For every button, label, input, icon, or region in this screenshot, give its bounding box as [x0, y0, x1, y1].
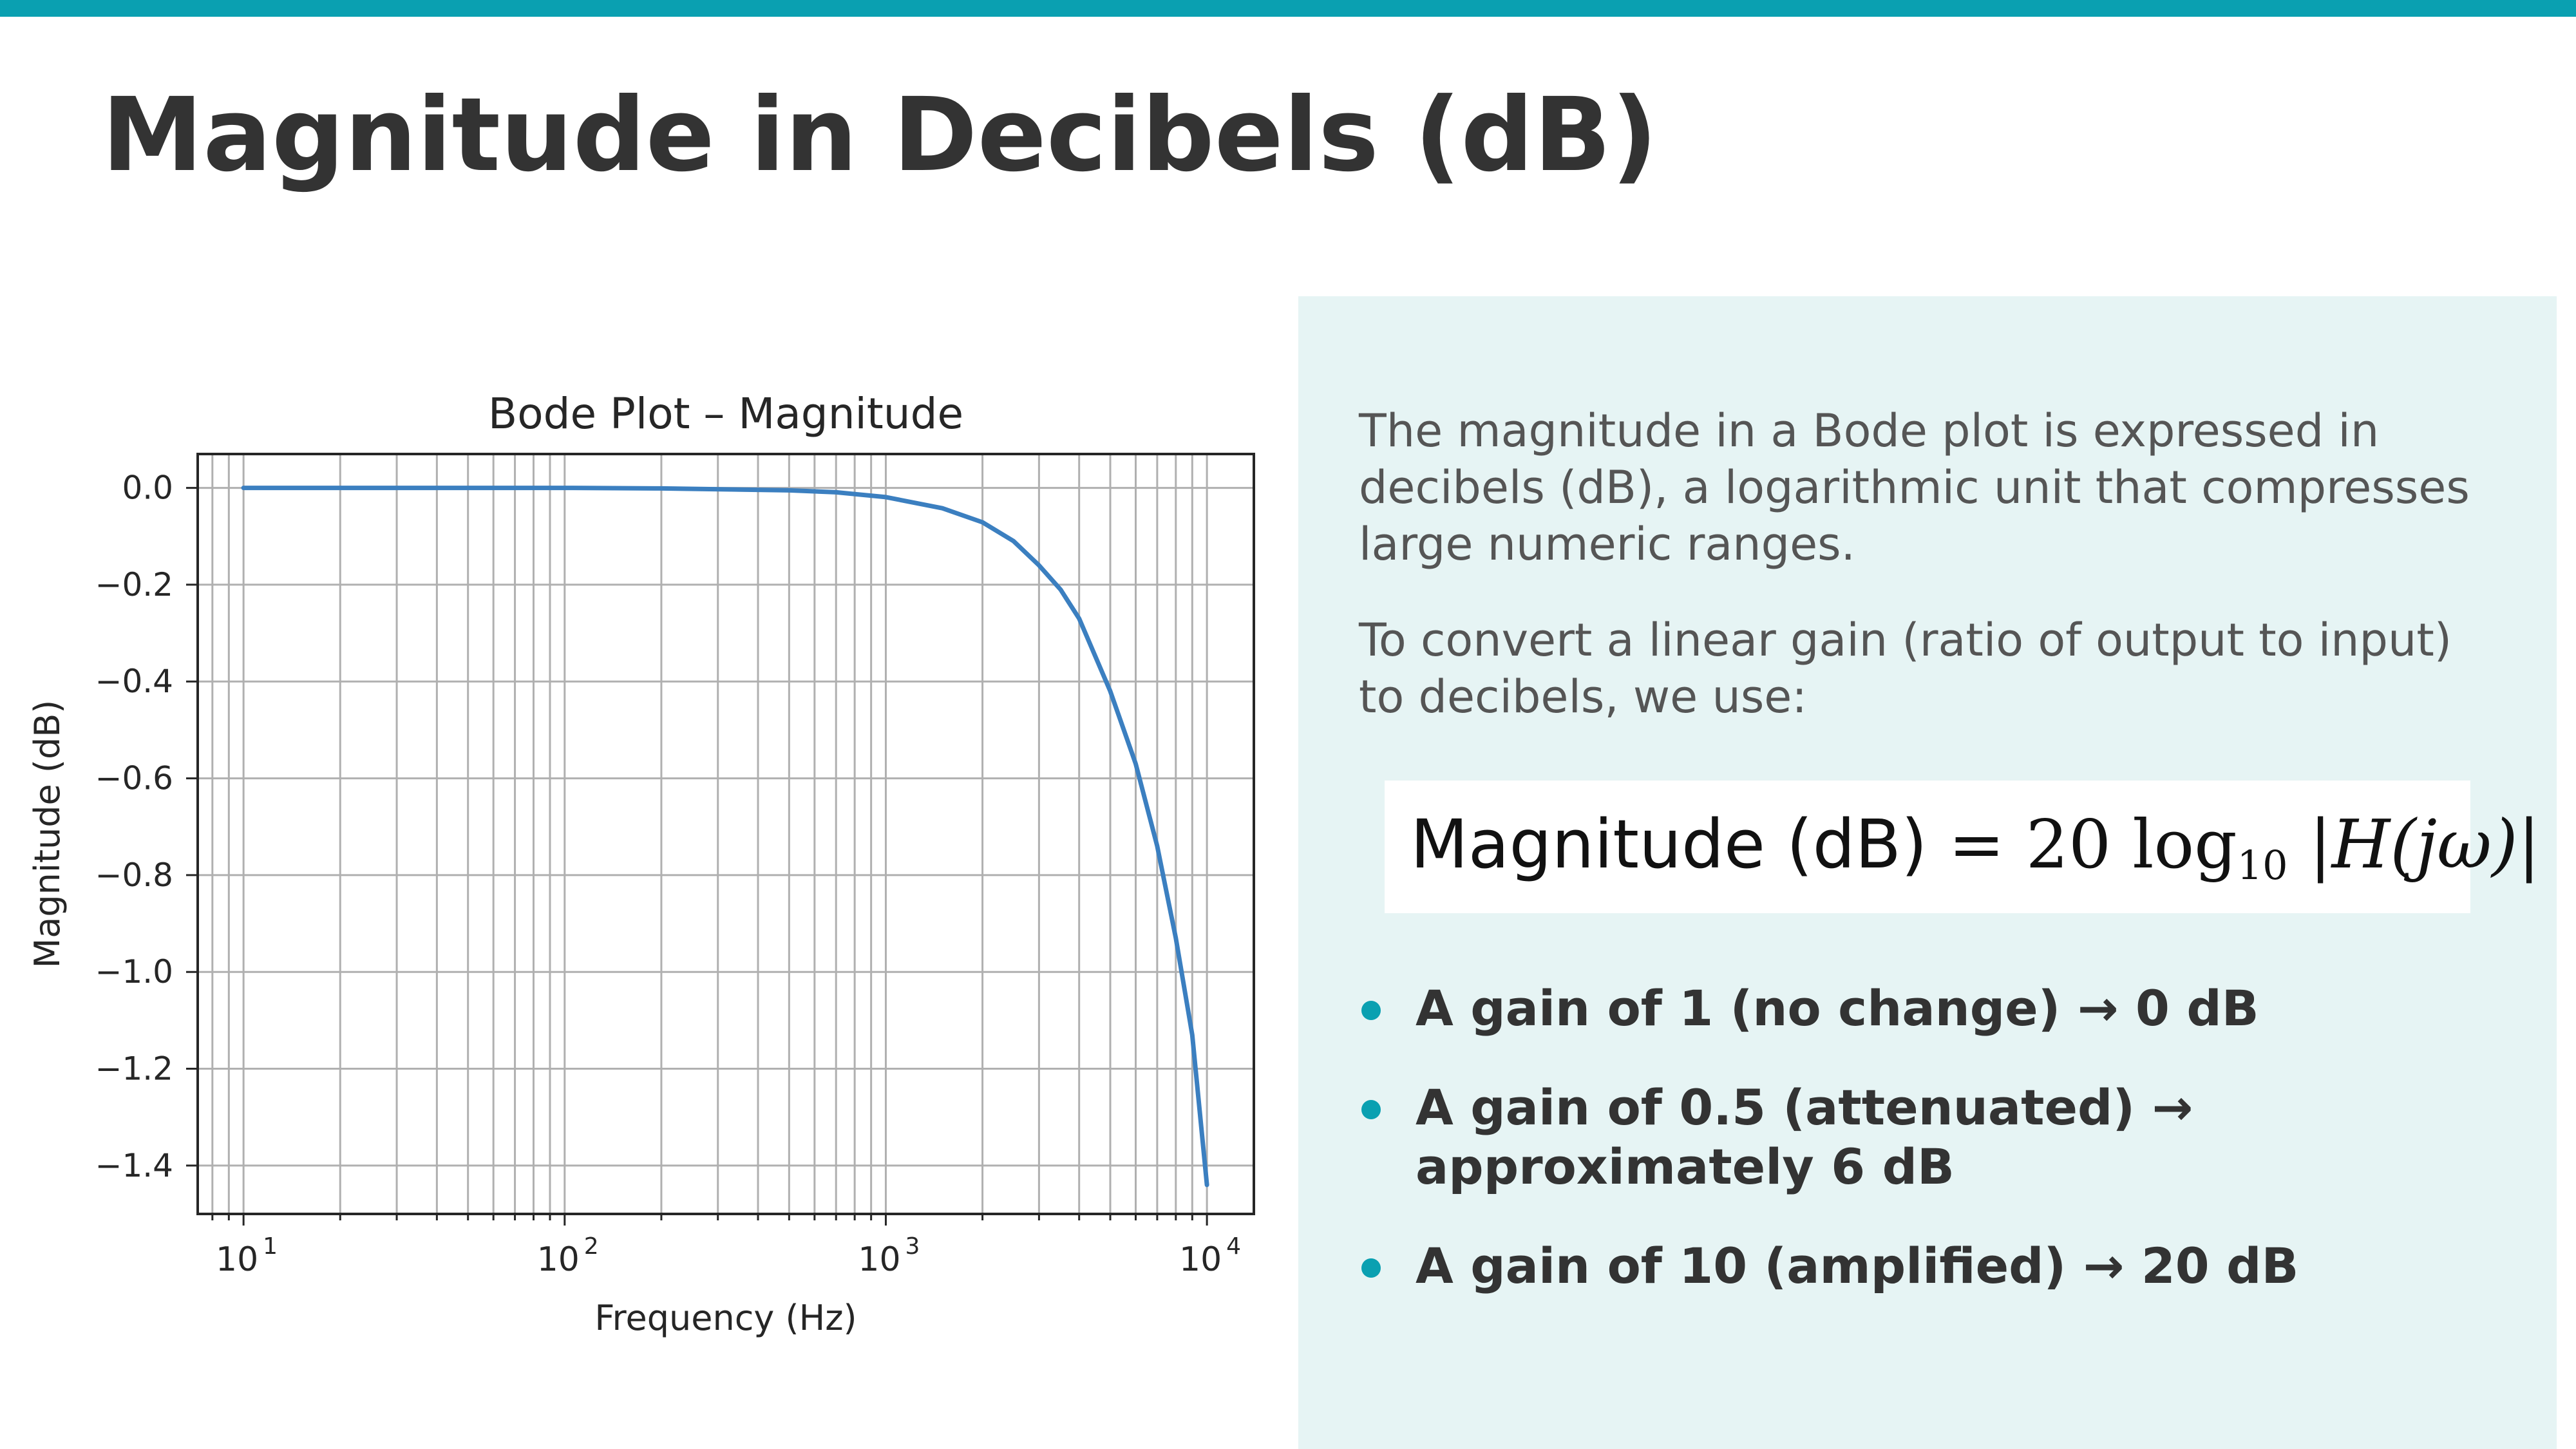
- y-tick-label: −0.6: [95, 760, 173, 797]
- decibel-formula: Magnitude (dB) = 20 log10 |H(jω)|: [1385, 781, 2541, 913]
- list-item: A gain of 0.5 (attenuated) → approximate…: [1359, 1078, 2518, 1197]
- bullet-text: A gain of 0.5 (attenuated) → approximate…: [1416, 1079, 2193, 1195]
- y-tick-label: −1.0: [95, 953, 173, 990]
- y-tick-label: −1.2: [95, 1050, 173, 1088]
- bullet-dot-icon: [1361, 1258, 1381, 1278]
- y-tick-label: −0.8: [95, 857, 173, 894]
- formula-rhs-prefix: = 20 log: [1927, 805, 2237, 884]
- formula-rhs-suffix: |H(jω)|: [2287, 805, 2541, 884]
- conversion-paragraph: To convert a linear gain (ratio of outpu…: [1359, 614, 2452, 723]
- x-tick-label-exponent: 1: [263, 1233, 278, 1260]
- bullet-dot-icon: [1361, 1100, 1381, 1119]
- x-tick-label: 10: [1179, 1240, 1222, 1279]
- formula-text: Magnitude (dB) = 20 log10 |H(jω)|: [1410, 805, 2541, 889]
- formula-label: Magnitude (dB): [1410, 805, 1927, 884]
- gain-examples-list: A gain of 1 (no change) → 0 dB A gain of…: [1359, 979, 2518, 1336]
- x-axis-label: Frequency (Hz): [594, 1298, 857, 1338]
- y-tick-label: −0.2: [95, 566, 173, 603]
- list-item: A gain of 1 (no change) → 0 dB: [1359, 979, 2518, 1038]
- formula-log-base: 10: [2237, 842, 2288, 889]
- page-title: Magnitude in Decibels (dB): [102, 76, 1658, 194]
- bullet-text: A gain of 1 (no change) → 0 dB: [1416, 980, 2259, 1037]
- top-accent-bar: [0, 0, 2576, 17]
- x-tick-label: 10: [858, 1240, 900, 1279]
- x-tick-label-exponent: 3: [905, 1233, 920, 1260]
- info-panel: The magnitude in a Bode plot is expresse…: [1298, 296, 2557, 1449]
- y-tick-label: −1.4: [95, 1147, 173, 1184]
- x-tick-label: 10: [537, 1240, 580, 1279]
- magnitude-series-line: [241, 486, 1209, 1188]
- bode-magnitude-chart: 0.0−0.2−0.4−0.6−0.8−1.0−1.2−1.410 1 10 2 10 3…: [27, 389, 1255, 1338]
- x-tick-label-exponent: 4: [1226, 1233, 1241, 1260]
- x-tick-label-exponent: 2: [584, 1233, 599, 1260]
- x-tick-label: 10: [216, 1240, 258, 1279]
- chart-title: Bode Plot – Magnitude: [488, 389, 963, 439]
- bullet-text: A gain of 10 (amplified) → 20 dB: [1416, 1237, 2299, 1294]
- chart-container: 0.0 −0.2 −0.4 −0.6 −0.8 −1.0 −1.2 −1.4 10 1 10 2 10 3…: [19, 367, 1282, 1346]
- y-tick-label: 0.0: [122, 469, 173, 507]
- y-axis-label: Magnitude (dB): [27, 700, 68, 969]
- list-item: A gain of 10 (amplified) → 20 dB: [1359, 1236, 2518, 1296]
- intro-paragraph: The magnitude in a Bode plot is expresse…: [1359, 404, 2470, 571]
- y-tick-label: −0.4: [95, 663, 173, 700]
- bullet-dot-icon: [1361, 1001, 1381, 1020]
- plot-frame: [196, 453, 1255, 1215]
